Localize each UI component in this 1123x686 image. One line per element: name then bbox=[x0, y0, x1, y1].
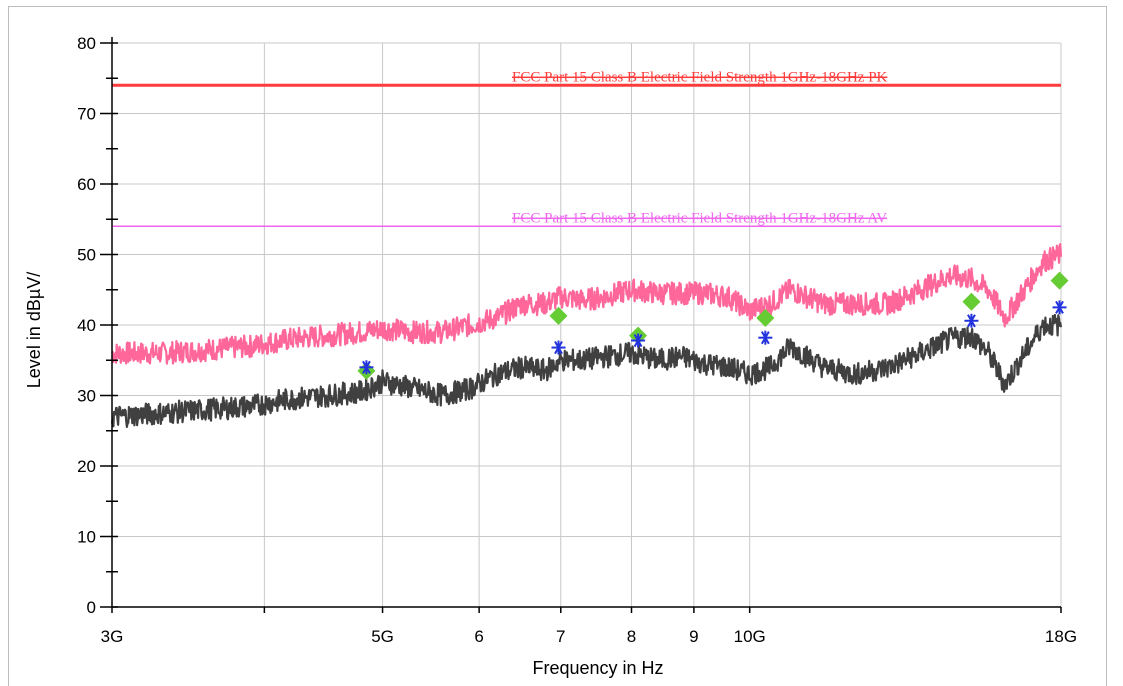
y-tick-label: 60 bbox=[77, 175, 96, 194]
peak-marker bbox=[1050, 271, 1069, 290]
peak-marker bbox=[549, 306, 568, 325]
x-axis-label: Frequency in Hz bbox=[532, 658, 663, 678]
x-tick-label: 6 bbox=[474, 627, 483, 646]
y-tick-label: 0 bbox=[87, 598, 96, 617]
y-tick-label: 40 bbox=[77, 316, 96, 335]
y-tick-label: 10 bbox=[77, 528, 96, 547]
limit-label: FCC Part 15 Class B Electric Field Stren… bbox=[512, 69, 888, 85]
chart-frame bbox=[8, 6, 1107, 686]
peak-marker bbox=[962, 292, 981, 311]
average-marker bbox=[1052, 300, 1067, 315]
x-tick-label: 3G bbox=[101, 627, 124, 646]
peak-marker bbox=[756, 308, 775, 327]
y-tick-label: 50 bbox=[77, 246, 96, 265]
limit-label: FCC Part 15 Class B Electric Field Stren… bbox=[512, 210, 887, 226]
marker-group bbox=[357, 271, 1069, 380]
series-line-1 bbox=[110, 243, 1063, 365]
y-tick-label: 80 bbox=[77, 34, 96, 53]
average-marker bbox=[631, 333, 646, 348]
y-tick-label: 20 bbox=[77, 457, 96, 476]
axes: 3G 5G 6 7 8 9 10G 18G 0 10 20 30 40 50 60 70 80 bbox=[77, 34, 1077, 646]
average-marker bbox=[551, 340, 566, 355]
average-marker bbox=[758, 330, 773, 345]
average-marker bbox=[964, 313, 979, 328]
y-tick-label: 70 bbox=[77, 105, 96, 124]
x-tick-label: 9 bbox=[689, 627, 698, 646]
x-tick-label: 5G bbox=[371, 627, 394, 646]
x-tick-label: 7 bbox=[556, 627, 565, 646]
limit-lines: FCC Part 15 Class B Electric Field Stren… bbox=[112, 69, 1061, 228]
average-marker bbox=[359, 360, 374, 375]
x-tick-label: 10G bbox=[734, 627, 766, 646]
x-tick-label: 18G bbox=[1045, 627, 1077, 646]
grid bbox=[111, 42, 1062, 608]
series-line-2 bbox=[110, 313, 1063, 428]
y-axis-label: Level in dBµV/ bbox=[24, 272, 44, 388]
y-tick-label: 30 bbox=[77, 387, 96, 406]
x-tick-label: 8 bbox=[627, 627, 636, 646]
series-group bbox=[110, 243, 1063, 428]
